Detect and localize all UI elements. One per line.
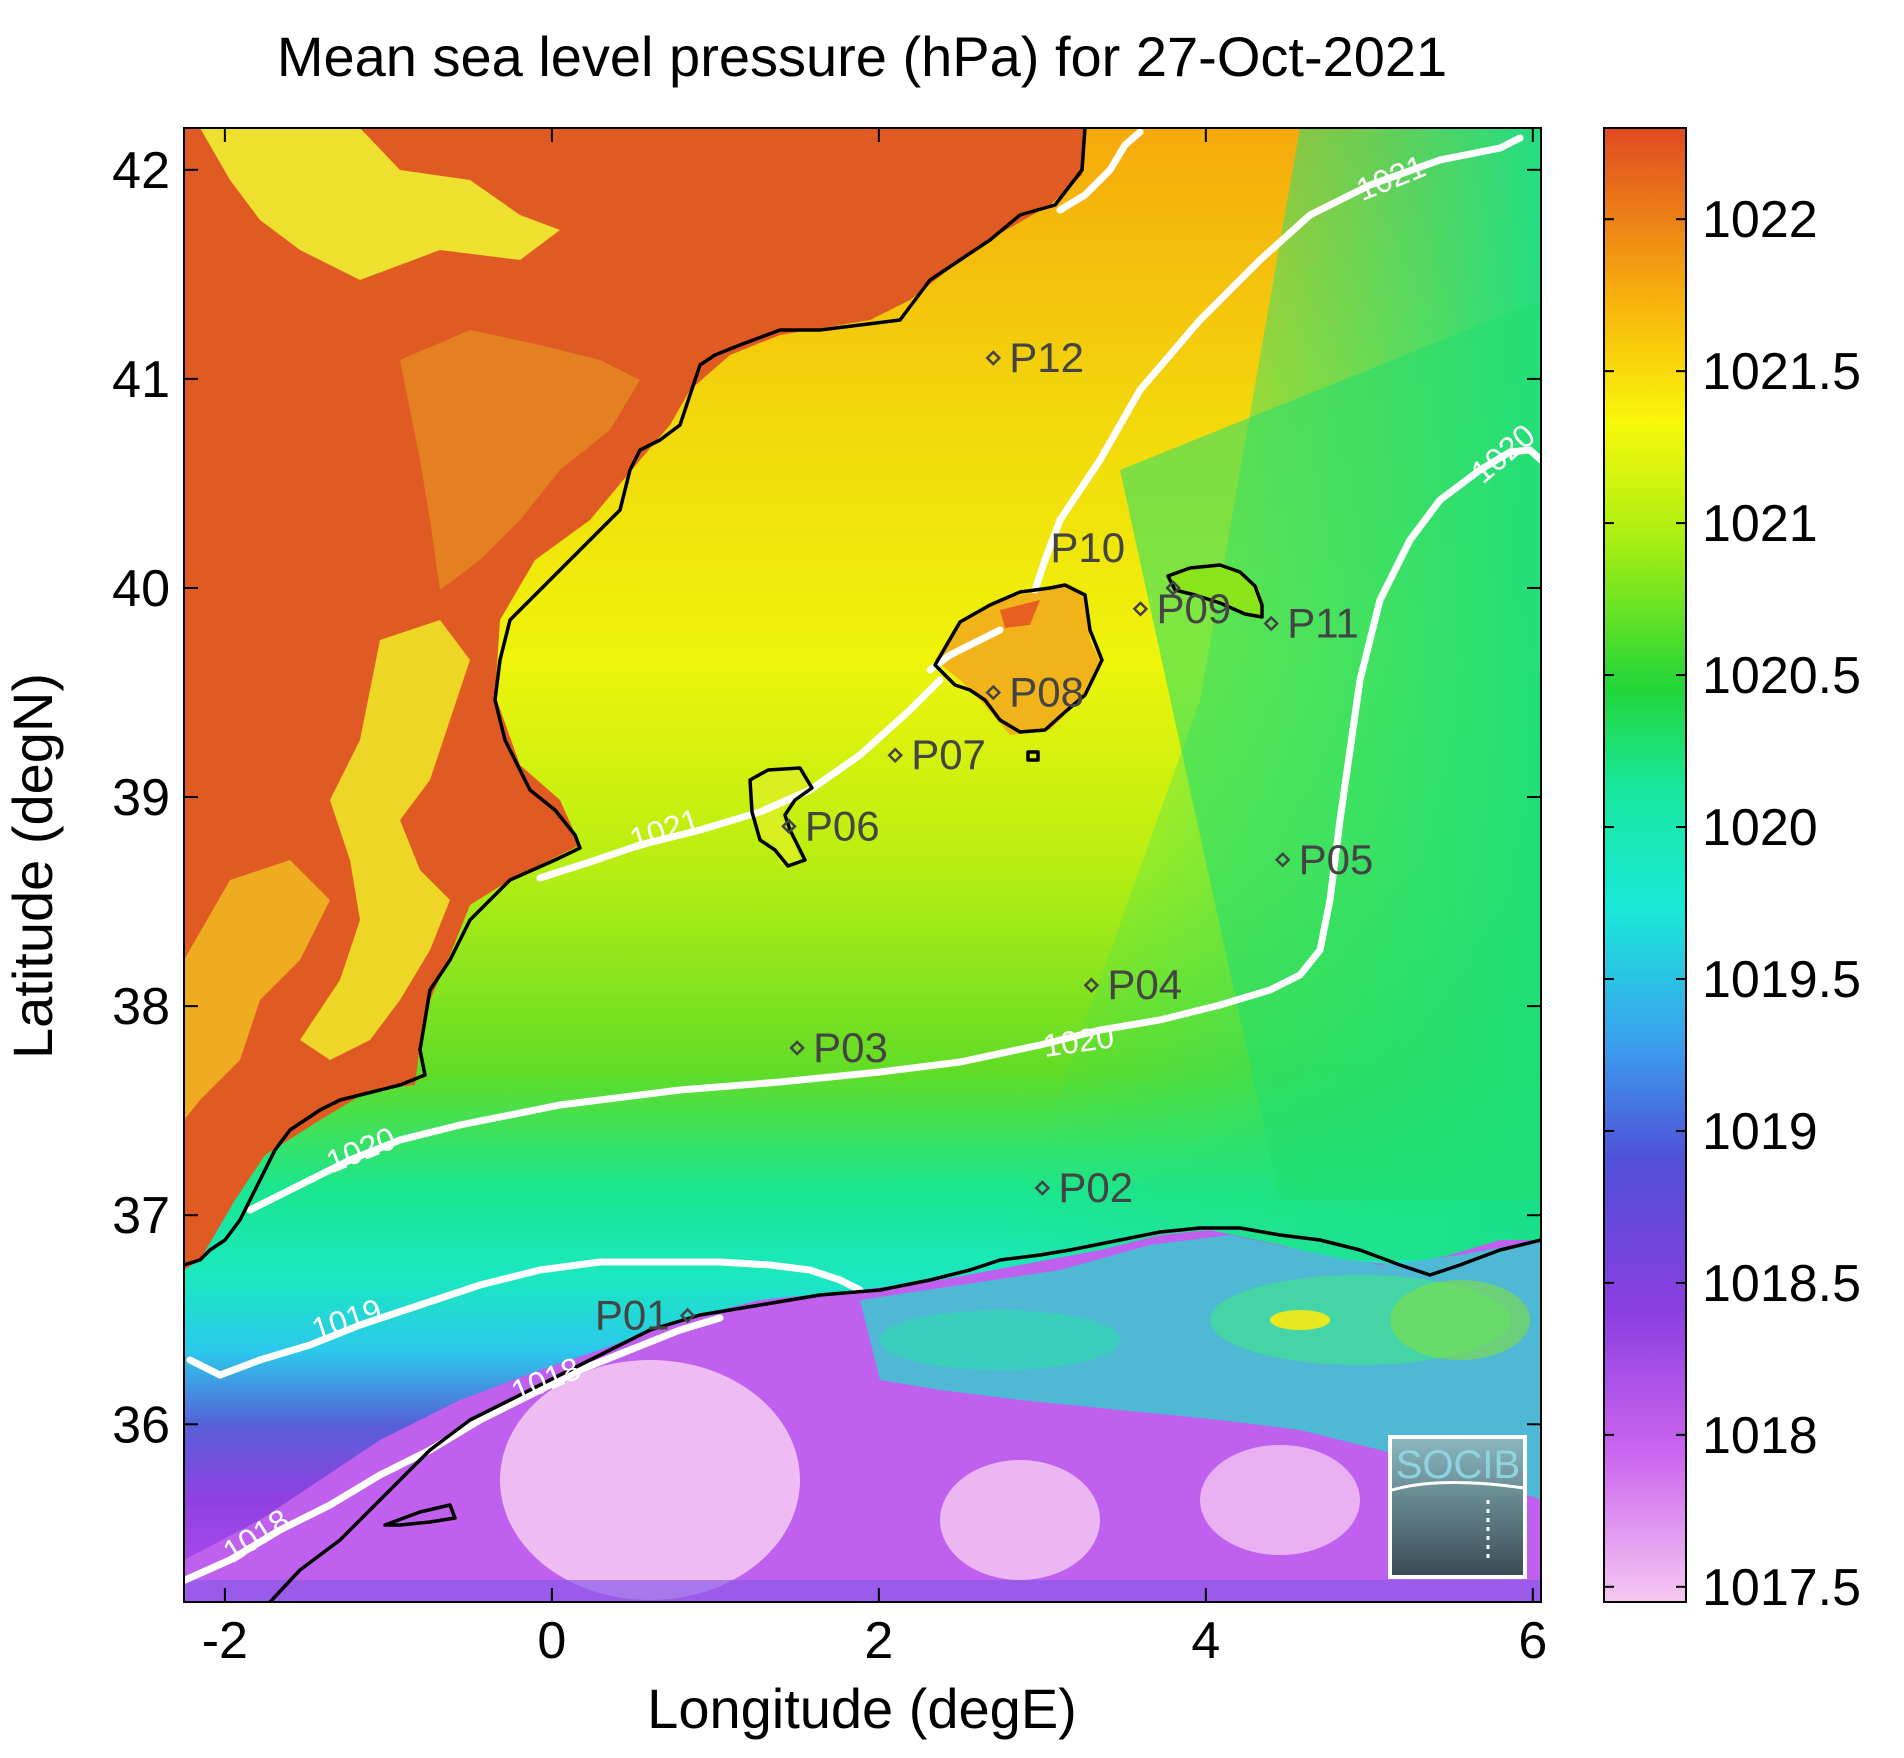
isobar-1021-south <box>536 676 944 882</box>
station-marker-p05 <box>1274 852 1291 868</box>
colorbar-tick-label: 1022 <box>1702 191 1818 249</box>
highland-3 <box>300 620 470 1060</box>
isobar-1021-mallorca <box>926 626 1004 674</box>
station-label-p07: P07 <box>911 731 986 778</box>
x-tick-label: 6 <box>1518 1612 1547 1670</box>
plot-frame <box>183 127 1542 1603</box>
x-tick-label: 4 <box>1191 1612 1220 1670</box>
x-axis-label: Longitude (degE) <box>647 1677 1077 1740</box>
colorbar-tick-label: 1020.5 <box>1702 647 1861 705</box>
station-marker-p11 <box>1263 615 1279 632</box>
station-marker-p01 <box>679 1307 696 1324</box>
logo-text: SOCIB <box>1396 1443 1520 1487</box>
mallorca-highland <box>1000 600 1040 628</box>
station-label-p04: P04 <box>1107 961 1182 1008</box>
africa-green-patch-2 <box>1390 1280 1530 1360</box>
bottom-field <box>184 1580 1541 1602</box>
alboran-coast <box>383 1503 457 1527</box>
station-marker-p09 <box>1132 601 1149 617</box>
iberia-coast <box>184 128 1087 1267</box>
y-tick-label: 38 <box>112 978 170 1036</box>
low-pressure-cell-3 <box>1200 1445 1360 1555</box>
station-label-p08: P08 <box>1009 669 1084 716</box>
chart-title: Mean sea level pressure (hPa) for 27-Oct… <box>277 25 1447 88</box>
menorca-coast <box>1166 563 1264 619</box>
isobar-1018 <box>184 1314 724 1584</box>
colorbar-tick-label: 1020 <box>1702 799 1818 857</box>
y-axis: 42 41 40 39 38 37 36 <box>112 142 1541 1454</box>
africa-yellow-spot <box>1270 1310 1330 1330</box>
isobar-1019 <box>186 1258 864 1379</box>
y-tick-label: 39 <box>112 769 170 827</box>
mallorca-coast <box>933 583 1104 734</box>
station-marker-p02 <box>1034 1180 1051 1196</box>
cabrera-coast <box>1026 750 1040 762</box>
low-pressure-cell-2 <box>940 1460 1100 1580</box>
highland-1 <box>200 128 560 280</box>
mallorca-land <box>935 585 1100 735</box>
station-label-p01: P01 <box>595 1292 670 1339</box>
africa-cyan-patch <box>880 1310 1120 1370</box>
menorca-land <box>1168 565 1262 615</box>
socib-logo <box>1388 1435 1527 1579</box>
y-tick-label: 37 <box>112 1187 170 1245</box>
station-label-p09: P09 <box>1156 585 1231 632</box>
east-sea-green <box>1120 300 1541 1200</box>
colorbar-tick-label: 1021.5 <box>1702 343 1861 401</box>
y-tick-label: 42 <box>112 142 170 200</box>
station-marker-p12 <box>985 350 1002 366</box>
x-tick-label: 0 <box>537 1612 566 1670</box>
x-tick-label: -2 <box>202 1612 248 1670</box>
x-tick-label: 2 <box>864 1612 893 1670</box>
highland-4 <box>184 860 330 1120</box>
y-tick-label: 36 <box>112 1396 170 1454</box>
y-tick-label: 40 <box>112 560 170 618</box>
station-markers: P01 P02 P03 P04 P05 P06 P07 P08 P09 P10 P11 P12 <box>595 334 1374 1339</box>
isobar-1020 <box>246 446 1541 1214</box>
y-axis-label: Latitude (degN) <box>1 673 64 1059</box>
station-marker-p08 <box>985 684 1002 701</box>
isobar-1021-north <box>1031 134 1524 594</box>
station-label-p06: P06 <box>805 802 880 849</box>
isobars <box>184 128 1541 1584</box>
station-marker-p03 <box>789 1040 805 1056</box>
colorbar <box>1603 127 1687 1603</box>
coastline <box>184 128 1541 1602</box>
colorbar-tick-label: 1019 <box>1702 1103 1818 1161</box>
low-pressure-cell-1 <box>500 1360 800 1600</box>
x-axis: -2 0 2 4 6 <box>202 128 1547 1670</box>
station-marker-p10 <box>1165 580 1181 596</box>
colorbar-tick-label: 1018.5 <box>1702 1255 1861 1313</box>
colorbar-tick-label: 1018 <box>1702 1407 1818 1465</box>
y-tick-label: 41 <box>112 351 170 409</box>
colorbar-tick-label: 1019.5 <box>1702 951 1861 1009</box>
station-marker-p04 <box>1083 977 1100 993</box>
ibiza-land <box>750 768 810 865</box>
station-label-p11: P11 <box>1287 600 1359 647</box>
station-label-p02: P02 <box>1058 1164 1133 1211</box>
station-marker-p06 <box>781 818 797 835</box>
colorbar-ticks: 1022 1021.5 1021 1020.5 1020 1019.5 1019 1018.5… <box>1604 191 1861 1617</box>
colorbar-tick-label: 1017.5 <box>1702 1559 1861 1617</box>
station-marker-p07 <box>887 747 903 764</box>
station-label-p03: P03 <box>813 1024 888 1071</box>
station-label-p10: P10 <box>1050 524 1125 571</box>
isobar-1022 <box>1056 128 1144 214</box>
station-label-p12: P12 <box>1009 334 1084 381</box>
africa-coast <box>268 1226 1541 1602</box>
station-label-p05: P05 <box>1299 836 1374 883</box>
highland-2 <box>400 330 640 590</box>
colorbar-tick-label: 1021 <box>1702 495 1818 553</box>
pressure-map: SOCIB <box>184 128 1541 1602</box>
